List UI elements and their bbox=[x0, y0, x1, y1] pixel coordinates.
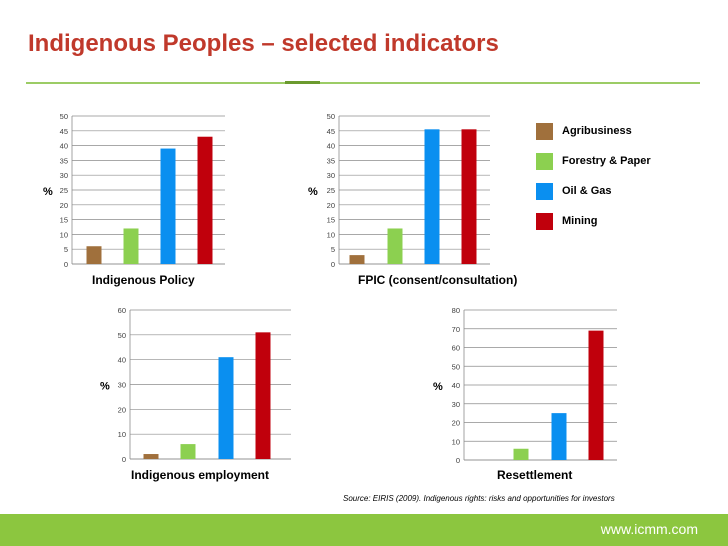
y-tick-label: 50 bbox=[327, 112, 335, 121]
chart-title: Resettlement bbox=[497, 468, 572, 482]
title-divider bbox=[26, 82, 700, 84]
legend-swatch-mining bbox=[536, 213, 553, 230]
bar-agribusiness bbox=[349, 255, 365, 264]
y-tick-label: 50 bbox=[452, 362, 460, 371]
bar-forestry-paper bbox=[513, 448, 529, 460]
y-tick-label: 35 bbox=[327, 156, 335, 165]
y-tick-label: 20 bbox=[60, 201, 68, 210]
y-tick-label: 20 bbox=[327, 201, 335, 210]
y-tick-label: 40 bbox=[452, 381, 460, 390]
footer-bar: www.icmm.com bbox=[0, 514, 728, 546]
y-axis-label: % bbox=[433, 381, 443, 393]
bar-forestry-paper bbox=[123, 228, 139, 264]
y-tick-label: 10 bbox=[118, 430, 126, 439]
y-tick-label: 30 bbox=[327, 171, 335, 180]
legend-label: Mining bbox=[562, 215, 598, 227]
y-tick-label: 10 bbox=[60, 230, 68, 239]
bar-forestry-paper bbox=[180, 444, 196, 459]
y-tick-label: 0 bbox=[64, 260, 68, 269]
y-tick-label: 5 bbox=[64, 245, 68, 254]
y-tick-label: 40 bbox=[118, 356, 126, 365]
chart-title: Indigenous Policy bbox=[92, 273, 195, 287]
bar-mining bbox=[461, 129, 477, 264]
y-tick-label: 0 bbox=[456, 456, 460, 465]
y-tick-label: 10 bbox=[327, 230, 335, 239]
bar-mining bbox=[588, 330, 604, 460]
y-tick-label: 0 bbox=[331, 260, 335, 269]
bar-agribusiness bbox=[86, 246, 102, 264]
bar-mining bbox=[197, 136, 213, 264]
bar-oil-gas bbox=[424, 129, 440, 264]
bar-oil-gas bbox=[218, 357, 234, 459]
page-title: Indigenous Peoples – selected indicators bbox=[28, 30, 499, 57]
y-tick-label: 45 bbox=[327, 127, 335, 136]
y-tick-label: 50 bbox=[118, 331, 126, 340]
y-tick-label: 10 bbox=[452, 437, 460, 446]
y-tick-label: 80 bbox=[452, 306, 460, 315]
chart-title: Indigenous employment bbox=[131, 468, 269, 482]
y-tick-label: 45 bbox=[60, 127, 68, 136]
legend-swatch-oil-gas bbox=[536, 183, 553, 200]
y-tick-label: 15 bbox=[327, 216, 335, 225]
bar-agribusiness bbox=[143, 454, 159, 459]
y-tick-label: 40 bbox=[60, 142, 68, 151]
y-tick-label: 25 bbox=[60, 186, 68, 195]
y-tick-label: 20 bbox=[452, 419, 460, 428]
title-divider-accent bbox=[285, 81, 320, 84]
y-tick-label: 60 bbox=[452, 344, 460, 353]
source-note: Source: EIRIS (2009). Indigenous rights:… bbox=[343, 494, 615, 503]
y-tick-label: 0 bbox=[122, 455, 126, 464]
y-tick-label: 40 bbox=[327, 142, 335, 151]
y-tick-label: 5 bbox=[331, 245, 335, 254]
y-tick-label: 50 bbox=[60, 112, 68, 121]
y-axis-label: % bbox=[43, 186, 53, 198]
bar-forestry-paper bbox=[387, 228, 403, 264]
legend-swatch-agribusiness bbox=[536, 123, 553, 140]
y-tick-label: 15 bbox=[60, 216, 68, 225]
legend-swatch-forestry-paper bbox=[536, 153, 553, 170]
y-axis-label: % bbox=[100, 381, 110, 393]
y-tick-label: 70 bbox=[452, 325, 460, 334]
y-axis-label: % bbox=[308, 186, 318, 198]
y-tick-label: 30 bbox=[60, 171, 68, 180]
chart-title: FPIC (consent/consultation) bbox=[358, 273, 517, 287]
y-tick-label: 30 bbox=[452, 400, 460, 409]
bar-oil-gas bbox=[160, 148, 176, 264]
y-tick-label: 25 bbox=[327, 186, 335, 195]
footer-url: www.icmm.com bbox=[600, 521, 698, 537]
bar-oil-gas bbox=[551, 413, 567, 460]
legend-label: Forestry & Paper bbox=[562, 155, 651, 167]
legend-label: Agribusiness bbox=[562, 125, 632, 137]
bar-mining bbox=[255, 332, 271, 459]
legend-label: Oil & Gas bbox=[562, 185, 612, 197]
y-tick-label: 20 bbox=[118, 405, 126, 414]
y-tick-label: 60 bbox=[118, 306, 126, 315]
y-tick-label: 30 bbox=[118, 381, 126, 390]
y-tick-label: 35 bbox=[60, 156, 68, 165]
